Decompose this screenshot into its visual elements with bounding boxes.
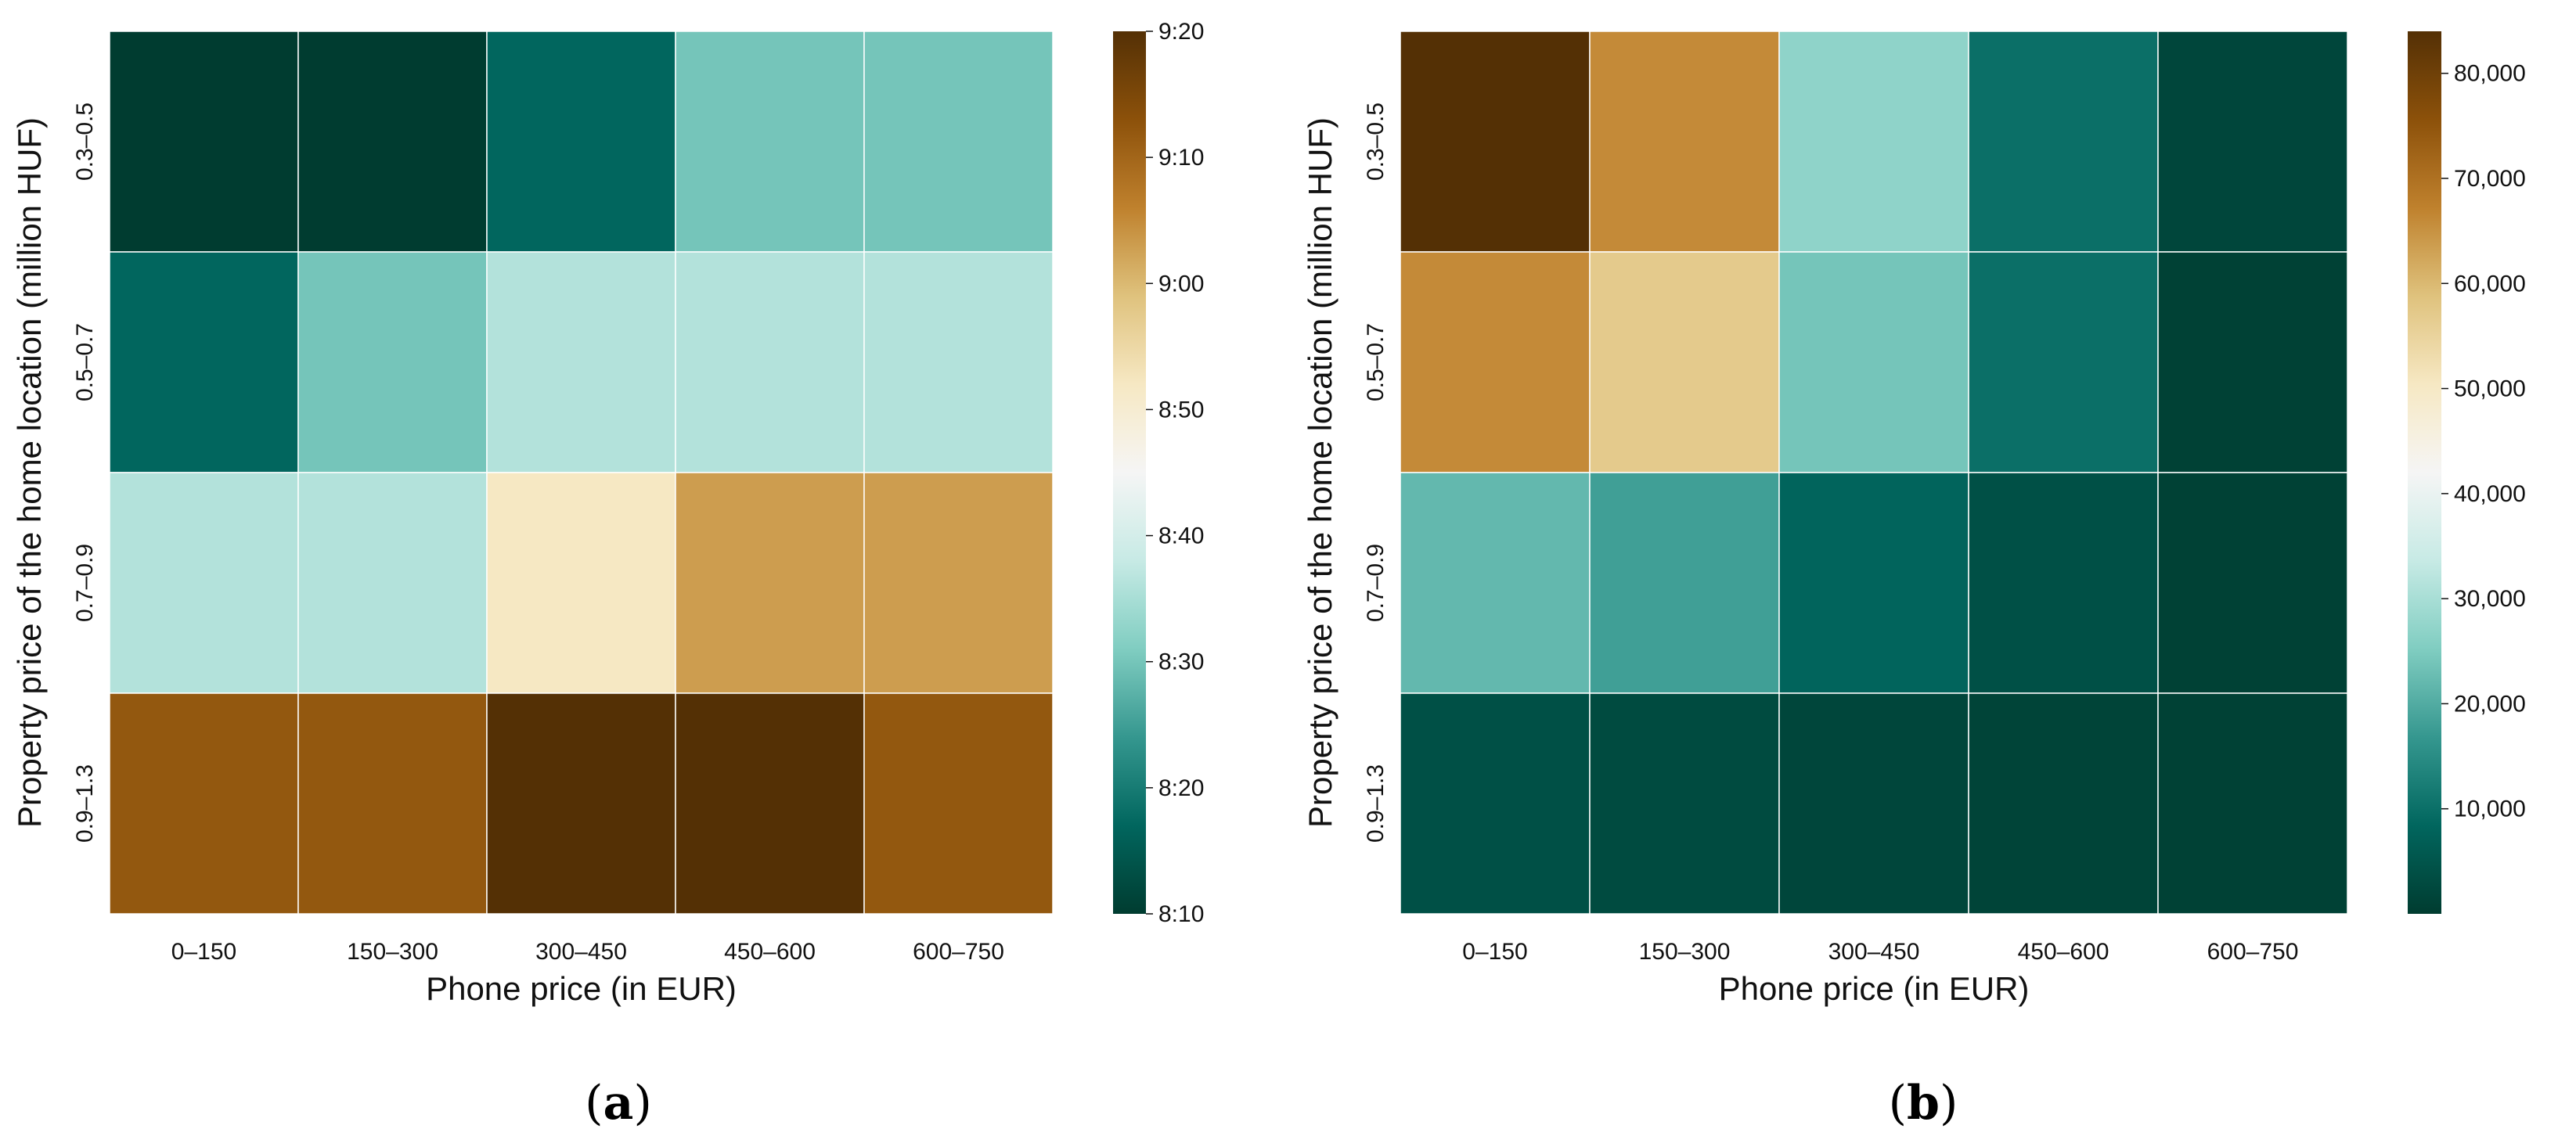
colorbar-tick-label: 80,000 <box>2454 61 2526 87</box>
x-tick-label: 600–750 <box>2207 939 2299 965</box>
colorbar-tick-label: 8:50 <box>1158 397 1204 422</box>
heatmap-cell <box>1968 31 2159 253</box>
y-axis-label: Property price of the home location (mil… <box>1302 117 1338 828</box>
heatmap-cell <box>2157 692 2348 915</box>
heatmap-cell <box>1968 472 2159 694</box>
heatmap-cell <box>863 692 1054 915</box>
heatmap-cell <box>675 472 865 694</box>
heatmap-cell <box>863 472 1054 694</box>
heatmap-cell <box>1589 251 1780 473</box>
heatmap-cell <box>2157 31 2348 253</box>
y-axis-label: Property price of the home location (mil… <box>11 117 48 828</box>
y-tick-label: 0.9–1.3 <box>1363 764 1389 843</box>
colorbar-tick-label: 20,000 <box>2454 691 2526 717</box>
colorbar-tick-label: 8:20 <box>1158 775 1204 801</box>
colorbar <box>2408 31 2441 914</box>
heatmap-cell <box>1400 472 1591 694</box>
y-tick-label: 0.9–1.3 <box>72 764 98 843</box>
colorbar-tick-label: 9:20 <box>1158 19 1204 45</box>
heatmap-cell <box>297 31 488 253</box>
heatmap-cell <box>486 251 676 473</box>
x-tick-label: 150–300 <box>1639 939 1731 965</box>
heatmap-cell <box>1778 692 1969 915</box>
heatmap-panel-b: 0–150 150–300 300–450 450–600 600–750 0.3–0.5… <box>1302 31 2526 1131</box>
heatmap-cell <box>1778 251 1969 473</box>
heatmap-cell <box>675 251 865 473</box>
y-tick-label: 0.7–0.9 <box>72 544 98 622</box>
y-tick-label: 0.3–0.5 <box>72 102 98 181</box>
colorbar-tick-label: 8:30 <box>1158 649 1204 675</box>
colorbar-tick-label: 70,000 <box>2454 166 2526 192</box>
x-axis-label: Phone price (in EUR) <box>426 970 737 1007</box>
x-tick-label: 300–450 <box>535 939 627 965</box>
heatmap-cell <box>1400 692 1591 915</box>
heatmap-cell <box>863 251 1054 473</box>
x-axis-label: Phone price (in EUR) <box>1719 970 2030 1007</box>
y-tick-label: 0.3–0.5 <box>1363 102 1389 181</box>
heatmap-cell <box>675 31 865 253</box>
y-tick-label: 0.7–0.9 <box>1363 544 1389 622</box>
colorbar-tick-label: 10,000 <box>2454 796 2526 822</box>
colorbar-tick-label: 50,000 <box>2454 376 2526 402</box>
heatmap-cell <box>2157 251 2348 473</box>
heatmap-cell <box>486 692 676 915</box>
colorbar-tick-label: 8:40 <box>1158 523 1204 549</box>
colorbar-tick-label: 8:10 <box>1158 901 1204 927</box>
heatmap-cell <box>1589 31 1780 253</box>
heatmap-cell <box>675 692 865 915</box>
colorbar-tick-label: 40,000 <box>2454 481 2526 507</box>
heatmap-cell <box>863 31 1054 253</box>
heatmap-cell <box>297 692 488 915</box>
colorbar-tick-label: 9:00 <box>1158 271 1204 297</box>
x-tick-label: 0–150 <box>1462 939 1527 965</box>
heatmap-panel-a: 0–150 150–300 300–450 450–600 600–750 0.3–0.5… <box>11 19 1204 1131</box>
x-tick-label: 300–450 <box>1828 939 1920 965</box>
heatmap-cell <box>109 692 299 915</box>
heatmap-cell <box>109 472 299 694</box>
heatmap-cell <box>486 472 676 694</box>
heatmap-cell <box>486 31 676 253</box>
panel-label: (b) <box>1889 1076 1958 1131</box>
heatmap-cell <box>109 251 299 473</box>
x-tick-label: 450–600 <box>724 939 816 965</box>
colorbar-tick-label: 30,000 <box>2454 586 2526 612</box>
colorbar-tick-label: 9:10 <box>1158 145 1204 171</box>
x-tick-label: 450–600 <box>2018 939 2109 965</box>
y-tick-label: 0.5–0.7 <box>72 323 98 401</box>
heatmap-cell <box>1778 31 1969 253</box>
heatmap-cell <box>1589 472 1780 694</box>
x-tick-label: 600–750 <box>913 939 1004 965</box>
colorbar-tick-label: 60,000 <box>2454 271 2526 297</box>
heatmap-cell <box>1400 251 1591 473</box>
heatmap-cell <box>1589 692 1780 915</box>
heatmap-cell <box>2157 472 2348 694</box>
y-tick-label: 0.5–0.7 <box>1363 323 1389 401</box>
x-tick-label: 0–150 <box>171 939 236 965</box>
heatmap-cell <box>297 251 488 473</box>
colorbar <box>1113 31 1146 914</box>
heatmap-cell <box>1968 692 2159 915</box>
heatmap-cell <box>1968 251 2159 473</box>
heatmap-cell <box>1400 31 1591 253</box>
heatmap-cell <box>297 472 488 694</box>
heatmap-cell <box>109 31 299 253</box>
panel-label: (a) <box>585 1076 652 1131</box>
x-tick-label: 150–300 <box>347 939 438 965</box>
heatmap-cell <box>1778 472 1969 694</box>
